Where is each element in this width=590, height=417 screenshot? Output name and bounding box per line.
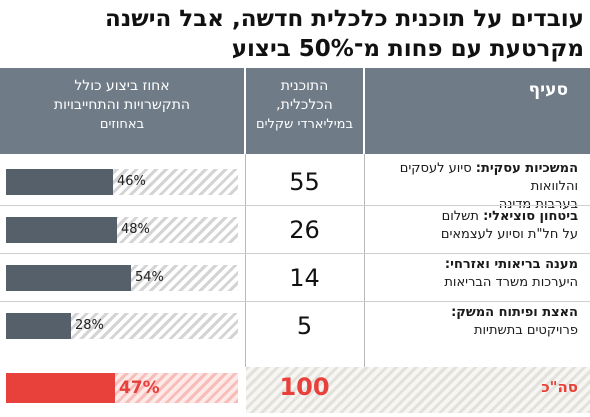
percent-bar: 54% (6, 265, 238, 291)
percent-bar-fill (6, 169, 113, 195)
table-row: המשכיות עסקית: סיוע לעסקים והלוואות בערבו… (0, 159, 590, 212)
section-name: ביטחון סוציאלי: (483, 209, 578, 224)
section-desc: סיוע לעסקים והלוואות (399, 161, 578, 194)
percent-bar-fill (6, 265, 131, 291)
total-bar-fill (6, 373, 115, 403)
section-desc: תשלום (441, 209, 479, 224)
section-desc-line2: פרויקטים בתשתיות (473, 323, 578, 338)
section-cell: ביטחון סוציאלי: תשלום על חל"ת וסיוע לעצמא… (368, 208, 578, 244)
section-desc-line2: בערבות מדינה (498, 197, 578, 212)
column-divider (245, 154, 246, 367)
percent-bar-fill (6, 217, 117, 243)
header-section-label: סעיף (528, 80, 568, 100)
section-name: המשכיות עסקית: (475, 161, 578, 176)
header-program: התוכנית הכלכלית, במיליארדי שקלים (246, 68, 363, 154)
table-row: ביטחון סוציאלי: תשלום על חל"ת וסיוע לעצמא… (0, 207, 590, 253)
percent-bar-label: 54% (135, 270, 164, 285)
header-percent-line1: אחוז ביצוע כולל (74, 78, 170, 94)
section-cell: מענה בריאותי ואזרחי: היערכות משרד הבריאו… (368, 256, 578, 292)
total-label: סה"כ (541, 378, 578, 396)
section-desc-line2: על חל"ת וסיוע לעצמאים (440, 227, 578, 242)
total-bar: 47% (6, 373, 238, 403)
percent-bar: 28% (6, 313, 238, 339)
section-desc-line2: היערכות משרד הבריאות (444, 275, 578, 290)
section-name: מענה בריאותי ואזרחי: (444, 257, 578, 272)
section-cell: המשכיות עסקית: סיוע לעסקים והלוואות בערבו… (368, 160, 578, 214)
column-divider (364, 154, 365, 367)
section-name: האצת ופיתוח המשק: (451, 305, 578, 320)
percent-bar-label: 28% (75, 318, 104, 333)
program-value: 14 (289, 264, 320, 292)
total-bar-label: 47% (119, 378, 160, 398)
percent-bar-label: 46% (117, 174, 146, 189)
total-program-value: 100 (279, 373, 330, 401)
row-divider (0, 205, 590, 206)
total-row: סה"כ 100 47% (0, 367, 590, 413)
header-program-line2: הכלכלית, (276, 97, 333, 113)
percent-bar-label: 48% (121, 222, 150, 237)
percent-bar-fill (6, 313, 71, 339)
percent-bar: 46% (6, 169, 238, 195)
row-divider (0, 301, 590, 302)
header-program-unit: במיליארדי שקלים (255, 117, 354, 132)
program-value: 5 (296, 312, 313, 340)
program-value: 55 (289, 168, 320, 196)
header-percent: אחוז ביצוע כולל התקשרויות והתחייבויות בא… (0, 68, 244, 154)
section-cell: האצת ופיתוח המשק: פרויקטים בתשתיות (368, 304, 578, 340)
header-percent-unit: באחוזים (99, 117, 145, 132)
total-row-background (246, 367, 590, 413)
header-section: סעיף (365, 68, 590, 154)
table-row: מענה בריאותי ואזרחי: היערכות משרד הבריאו… (0, 255, 590, 301)
percent-bar: 48% (6, 217, 238, 243)
program-value: 26 (289, 216, 320, 244)
chart-title: עובדים על תוכנית כלכלית חדשה, אבל הישנה … (105, 6, 584, 62)
header-program-line1: התוכנית (280, 78, 329, 94)
header-percent-line2: התקשרויות והתחייבויות (53, 97, 191, 113)
table-row: האצת ופיתוח המשק: פרויקטים בתשתיות 5 28% (0, 303, 590, 349)
row-divider (0, 253, 590, 254)
